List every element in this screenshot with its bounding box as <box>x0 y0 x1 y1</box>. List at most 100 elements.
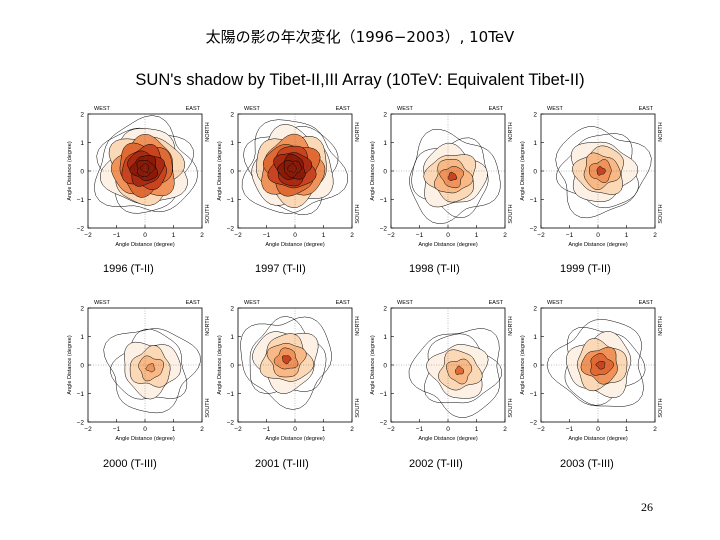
page-title: 太陽の影の年次変化（1996−2003）, 10TeV <box>205 28 515 46</box>
east-label: EAST <box>489 300 504 306</box>
west-label: WEST <box>94 300 111 306</box>
x-tick-label: 1 <box>625 232 629 239</box>
east-label: EAST <box>336 106 351 112</box>
contour-line <box>409 128 501 225</box>
east-label: EAST <box>639 300 654 306</box>
y-tick-label: 2 <box>230 112 234 119</box>
shadow-panel: −2 −2 −1 −1 0 0 1 1 2 2 WEST EAST Angle Distance (de… <box>363 294 523 454</box>
x-tick-label: 1 <box>625 426 629 433</box>
y-tick-label: −1 <box>530 391 538 398</box>
x-tick-label: −1 <box>113 426 121 433</box>
y-tick-label: −2 <box>530 226 538 233</box>
panel-caption: 2000 (T-III) <box>103 458 157 470</box>
x-axis-label: Angle Distance (degree) <box>568 242 627 248</box>
x-tick-label: 2 <box>200 232 204 239</box>
y-tick-label: 2 <box>533 306 537 313</box>
y-tick-label: −1 <box>77 197 85 204</box>
y-tick-label: 0 <box>533 363 537 370</box>
south-label: SOUTH <box>658 398 664 417</box>
contour-line <box>287 163 297 173</box>
y-tick-label: −2 <box>380 420 388 427</box>
x-tick-label: 0 <box>293 232 297 239</box>
x-tick-label: −2 <box>537 232 545 239</box>
y-tick-label: 0 <box>383 169 387 176</box>
x-axis-label: Angle Distance (degree) <box>115 242 174 248</box>
y-tick-label: 1 <box>383 334 387 341</box>
south-label: SOUTH <box>355 398 361 417</box>
x-tick-label: −1 <box>263 232 271 239</box>
contour-line <box>408 328 500 418</box>
x-axis-label: Angle Distance (degree) <box>568 436 627 442</box>
north-label: NORTH <box>205 122 211 141</box>
north-label: NORTH <box>355 122 361 141</box>
contour-line <box>454 365 464 375</box>
y-tick-label: −1 <box>227 391 235 398</box>
west-label: WEST <box>547 300 564 306</box>
y-tick-label: 2 <box>383 112 387 119</box>
y-tick-label: −1 <box>77 391 85 398</box>
x-tick-label: 2 <box>653 232 657 239</box>
y-tick-label: −2 <box>380 226 388 233</box>
x-axis-label: Angle Distance (degree) <box>265 436 324 442</box>
y-tick-label: −2 <box>77 420 85 427</box>
east-label: EAST <box>336 300 351 306</box>
contour-line <box>546 319 644 407</box>
west-label: WEST <box>547 106 564 112</box>
y-tick-label: 2 <box>230 306 234 313</box>
x-tick-label: 0 <box>446 426 450 433</box>
x-tick-label: −1 <box>113 232 121 239</box>
y-axis-label: Angle Distance (degree) <box>370 141 376 200</box>
contour-line <box>249 316 327 394</box>
x-tick-label: 0 <box>596 232 600 239</box>
x-tick-label: −2 <box>234 426 242 433</box>
east-label: EAST <box>639 106 654 112</box>
y-axis-label: Angle Distance (degree) <box>67 335 73 394</box>
panel-caption: 2002 (T-III) <box>409 458 463 470</box>
north-label: NORTH <box>508 316 514 335</box>
x-tick-label: 1 <box>172 232 176 239</box>
panel-caption: 2001 (T-III) <box>255 458 309 470</box>
contour-line <box>240 316 332 410</box>
y-tick-label: −2 <box>227 420 235 427</box>
x-tick-label: −2 <box>387 426 395 433</box>
y-tick-label: 2 <box>383 306 387 313</box>
y-tick-label: 2 <box>80 306 84 313</box>
y-tick-label: 0 <box>383 363 387 370</box>
y-tick-label: 1 <box>80 334 84 341</box>
x-tick-label: −2 <box>234 232 242 239</box>
east-label: EAST <box>186 106 201 112</box>
x-tick-label: −2 <box>84 426 92 433</box>
y-tick-label: 1 <box>80 140 84 147</box>
contour-line <box>145 363 156 373</box>
north-label: NORTH <box>355 316 361 335</box>
x-tick-label: 1 <box>322 426 326 433</box>
y-axis-label: Angle Distance (degree) <box>67 141 73 200</box>
y-tick-label: 1 <box>230 140 234 147</box>
south-label: SOUTH <box>508 398 514 417</box>
north-label: NORTH <box>508 122 514 141</box>
x-tick-label: −1 <box>263 426 271 433</box>
y-tick-label: −2 <box>227 226 235 233</box>
contour-line <box>139 163 150 173</box>
north-label: NORTH <box>658 122 664 141</box>
contour-line <box>243 125 339 216</box>
south-label: SOUTH <box>205 204 211 223</box>
y-tick-label: 2 <box>80 112 84 119</box>
contour-line <box>110 328 188 400</box>
shadow-panel: −2 −2 −1 −1 0 0 1 1 2 2 WEST EAST Angle Distance (de… <box>363 100 523 260</box>
west-label: WEST <box>397 106 414 112</box>
x-tick-label: 2 <box>503 232 507 239</box>
y-tick-label: 1 <box>230 334 234 341</box>
x-tick-label: 0 <box>143 232 147 239</box>
x-tick-label: 2 <box>350 232 354 239</box>
panel-caption: 1996 (T-II) <box>103 263 154 275</box>
y-tick-label: −2 <box>77 226 85 233</box>
panel-caption: 2003 (T-III) <box>560 458 614 470</box>
y-tick-label: −1 <box>530 197 538 204</box>
x-tick-label: −2 <box>387 232 395 239</box>
contour-line <box>555 133 639 209</box>
y-tick-label: 0 <box>533 169 537 176</box>
contour-line <box>241 119 348 214</box>
contour-line <box>411 137 489 219</box>
y-tick-label: 1 <box>533 140 537 147</box>
